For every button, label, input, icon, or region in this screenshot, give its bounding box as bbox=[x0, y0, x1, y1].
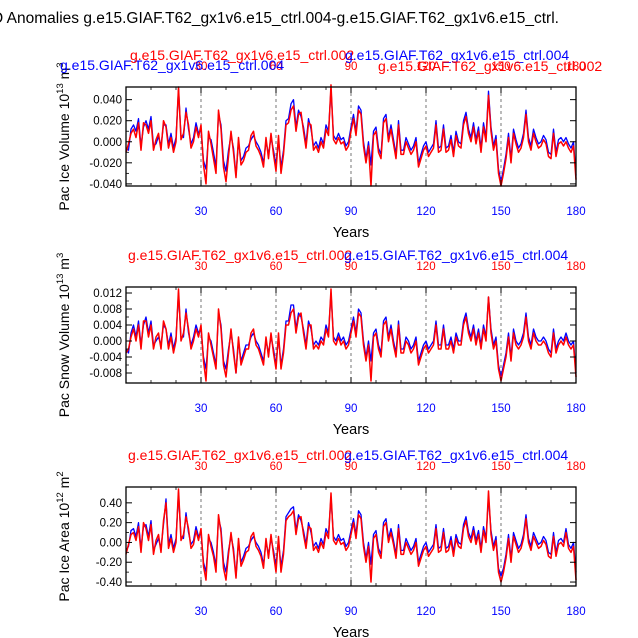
x-tick-label-top: 90 bbox=[345, 461, 358, 473]
x-axis-label: Years bbox=[333, 625, 370, 638]
y-tick-label: -0.040 bbox=[89, 179, 122, 191]
x-tick-label: 120 bbox=[416, 206, 435, 218]
legend-case-center: g.e15.GIAF.T62_gx1v6.e15_ctrl.004 bbox=[345, 47, 569, 63]
y-tick-label: 0.040 bbox=[93, 95, 122, 107]
y-tick-label: 0.000 bbox=[93, 137, 122, 149]
x-tick-label: 150 bbox=[491, 403, 510, 415]
y-tick-label: 0.20 bbox=[100, 518, 122, 530]
y-tick-label: -0.008 bbox=[89, 368, 122, 380]
x-tick-label: 60 bbox=[270, 206, 283, 218]
x-tick-label-top: 90 bbox=[345, 61, 358, 73]
y-tick-label: 0.020 bbox=[93, 116, 122, 128]
x-tick-label-top: 30 bbox=[195, 61, 208, 73]
legend-control: g.e15.GIAF.T62_gx1v6.e15_ctrl.002 bbox=[128, 447, 352, 463]
x-tick-label: 30 bbox=[195, 606, 208, 618]
x-tick-label-top: 120 bbox=[416, 261, 435, 273]
x-axis-label: Years bbox=[333, 422, 370, 438]
x-tick-label-top: 120 bbox=[416, 61, 435, 73]
x-tick-label: 60 bbox=[270, 606, 283, 618]
x-tick-label-top: 150 bbox=[491, 61, 510, 73]
x-tick-label: 150 bbox=[491, 606, 510, 618]
legend-control: g.e15.GIAF.T62_gx1v6.e15_ctrl.002 bbox=[128, 247, 352, 263]
x-tick-label-top: 90 bbox=[345, 261, 358, 273]
y-tick-label: 0.008 bbox=[93, 304, 122, 316]
y-tick-label: 0.00 bbox=[100, 537, 122, 549]
legend-overlay: g.e15.GIAF.T62_gx1v6.e15_ctrl.002 bbox=[130, 47, 354, 63]
y-tick-label: 0.012 bbox=[93, 288, 122, 300]
panel-3: -0.40 -0.20 0.00 0.20 0.40 30 30 60 60 90 90 120 120… bbox=[55, 447, 586, 638]
x-tick-label: 150 bbox=[491, 206, 510, 218]
x-tick-label: 90 bbox=[345, 206, 358, 218]
x-tick-label: 180 bbox=[566, 403, 585, 415]
x-tick-label-top: 60 bbox=[270, 461, 283, 473]
x-tick-label-top: 60 bbox=[270, 261, 283, 273]
x-tick-label: 30 bbox=[195, 206, 208, 218]
y-axis-label: Pac Ice Area 1012 m2 bbox=[55, 471, 72, 601]
y-tick-label: -0.20 bbox=[96, 557, 122, 569]
y-axis-label: Pac Snow Volume 1013 m3 bbox=[55, 253, 72, 418]
x-tick-label: 180 bbox=[566, 206, 585, 218]
y-tick-label: 0.000 bbox=[93, 336, 122, 348]
legend-case: g.e15.GIAF.T62_gx1v6.e15_ctrl.004 bbox=[344, 447, 568, 463]
x-tick-label-top: 30 bbox=[195, 461, 208, 473]
y-tick-label: -0.020 bbox=[89, 158, 122, 170]
legend-case: g.e15.GIAF.T62_gx1v6.e15_ctrl.004 bbox=[344, 247, 568, 263]
y-tick-label: -0.40 bbox=[96, 577, 122, 589]
x-tick-label: 60 bbox=[270, 403, 283, 415]
y-tick-label: 0.004 bbox=[93, 320, 122, 332]
x-axis-label: Years bbox=[333, 225, 370, 241]
x-tick-label-top: 180 bbox=[566, 461, 585, 473]
panel-2: -0.008 -0.004 0.000 0.004 0.008 0.012 30 30 60 60… bbox=[55, 247, 586, 438]
x-tick-label-top: 180 bbox=[566, 61, 585, 73]
panel-1: -0.040 -0.020 0.000 0.020 0.040 30 30 60 60 90 90 1… bbox=[55, 47, 602, 241]
figure-title: D Anomalies g.e15.GIAF.T62_gx1v6.e15_ctr… bbox=[0, 10, 559, 27]
x-tick-label-top: 150 bbox=[491, 261, 510, 273]
x-tick-label: 120 bbox=[416, 403, 435, 415]
x-tick-label: 120 bbox=[416, 606, 435, 618]
legend-case-left: g.e15.GIAF.T62_gx1v6.e15_ctrl.004 bbox=[60, 57, 284, 73]
x-tick-label: 30 bbox=[195, 403, 208, 415]
x-tick-label: 180 bbox=[566, 606, 585, 618]
x-tick-label: 90 bbox=[345, 403, 358, 415]
legend-control-right: g.e15.GIAF.T62_gx1v6.e15_ctrl.002 bbox=[378, 58, 602, 74]
y-axis-label: Pac Ice Volume 1013 m3 bbox=[55, 62, 72, 210]
x-tick-label-top: 30 bbox=[195, 261, 208, 273]
x-tick-label: 90 bbox=[345, 606, 358, 618]
y-tick-label: -0.004 bbox=[89, 352, 122, 364]
y-tick-label: 0.40 bbox=[100, 498, 122, 510]
x-tick-label-top: 120 bbox=[416, 461, 435, 473]
x-tick-label-top: 180 bbox=[566, 261, 585, 273]
x-tick-label-top: 60 bbox=[270, 61, 283, 73]
x-tick-label-top: 150 bbox=[491, 461, 510, 473]
